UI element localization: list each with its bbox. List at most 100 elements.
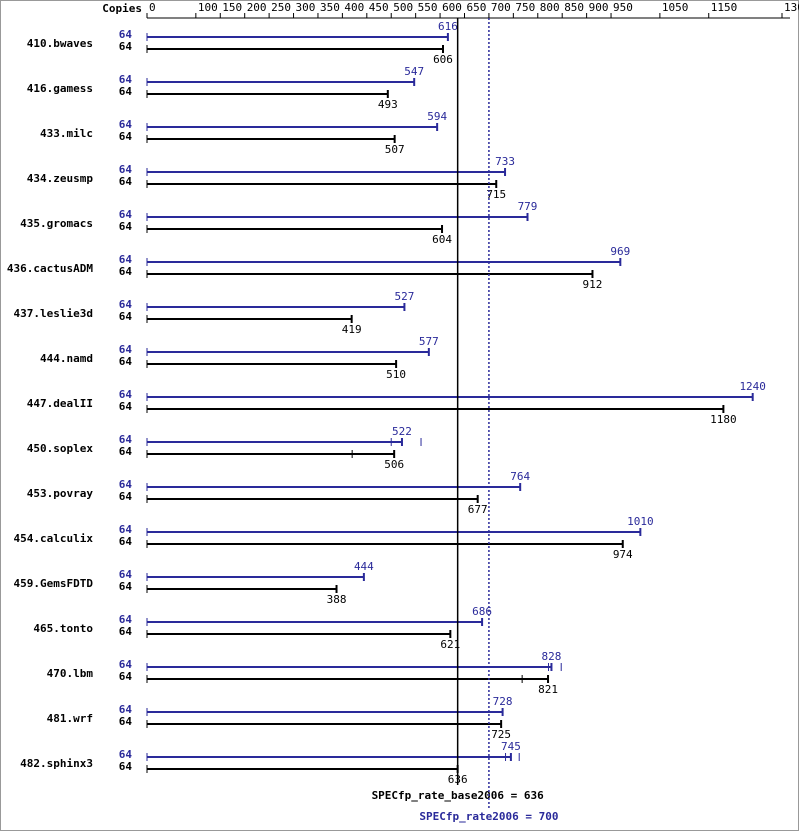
value-label: 547: [404, 65, 424, 78]
x-tick-label: 450: [369, 1, 389, 14]
copies-label: 64: [119, 40, 133, 53]
copies-label: 64: [119, 85, 133, 98]
value-label: 527: [394, 290, 414, 303]
value-label: 779: [518, 200, 538, 213]
copies-label: 64: [119, 400, 133, 413]
copies-label: 64: [119, 208, 133, 221]
copies-label: 64: [119, 445, 133, 458]
x-tick-label: 750: [515, 1, 535, 14]
copies-label: 64: [119, 523, 133, 536]
value-label: 507: [385, 143, 405, 156]
value-label: 969: [610, 245, 630, 258]
value-label: 725: [491, 728, 511, 741]
copies-label: 64: [119, 580, 133, 593]
copies-label: 64: [119, 535, 133, 548]
copies-label: 64: [119, 265, 133, 278]
x-tick-label: 850: [564, 1, 584, 14]
value-label: 577: [419, 335, 439, 348]
benchmark-label: 410.bwaves: [27, 37, 93, 50]
reference-label: SPECfp_rate2006 = 700: [419, 810, 558, 823]
benchmark-label: 450.soplex: [27, 442, 94, 455]
copies-label: 64: [119, 433, 133, 446]
copies-label: 64: [119, 163, 133, 176]
value-label: 728: [493, 695, 513, 708]
value-label: 606: [433, 53, 453, 66]
benchmark-label: 459.GemsFDTD: [14, 577, 94, 590]
copies-label: 64: [119, 670, 133, 683]
value-label: 510: [386, 368, 406, 381]
copies-label: 64: [119, 490, 133, 503]
x-tick-label: 1150: [711, 1, 738, 14]
benchmark-label: 444.namd: [40, 352, 93, 365]
x-tick-label: 350: [320, 1, 340, 14]
benchmark-label: 470.lbm: [47, 667, 94, 680]
value-label: 444: [354, 560, 374, 573]
copies-label: 64: [119, 760, 133, 773]
value-label: 733: [495, 155, 515, 168]
value-label: 974: [613, 548, 633, 561]
copies-label: 64: [119, 73, 133, 86]
copies-label: 64: [119, 310, 133, 323]
x-tick-label: 500: [393, 1, 413, 14]
benchmark-label: 416.gamess: [27, 82, 93, 95]
copies-label: 64: [119, 568, 133, 581]
value-label: 493: [378, 98, 398, 111]
copies-label: 64: [119, 130, 133, 143]
value-label: 1180: [710, 413, 737, 426]
benchmark-label: 447.dealII: [27, 397, 93, 410]
copies-label: 64: [119, 715, 133, 728]
benchmark-label: 435.gromacs: [20, 217, 93, 230]
copies-label: 64: [119, 388, 133, 401]
value-label: 828: [542, 650, 562, 663]
copies-label: 64: [119, 220, 133, 233]
value-label: 604: [432, 233, 452, 246]
x-tick-label: 550: [418, 1, 438, 14]
benchmark-label: 481.wrf: [47, 712, 93, 725]
copies-label: 64: [119, 28, 133, 41]
copies-label: 64: [119, 613, 133, 626]
value-label: 522: [392, 425, 412, 438]
benchmark-label: 465.tonto: [33, 622, 93, 635]
value-label: 1240: [739, 380, 766, 393]
value-label: 594: [427, 110, 447, 123]
x-tick-label: 1050: [662, 1, 689, 14]
benchmark-label: 454.calculix: [14, 532, 94, 545]
copies-label: 64: [119, 355, 133, 368]
copies-label: 64: [119, 118, 133, 131]
x-tick-label: 400: [344, 1, 364, 14]
x-tick-label: 650: [467, 1, 487, 14]
benchmark-label: 436.cactusADM: [7, 262, 93, 275]
copies-label: 64: [119, 703, 133, 716]
value-label: 616: [438, 20, 458, 33]
x-tick-label: 800: [540, 1, 560, 14]
copies-label: 64: [119, 478, 133, 491]
value-label: 388: [327, 593, 347, 606]
benchmark-label: 437.leslie3d: [14, 307, 93, 320]
value-label: 912: [583, 278, 603, 291]
copies-label: 64: [119, 175, 133, 188]
value-label: 677: [468, 503, 488, 516]
copies-label: 64: [119, 343, 133, 356]
value-label: 419: [342, 323, 362, 336]
x-tick-label: 100: [198, 1, 218, 14]
benchmark-label: 433.milc: [40, 127, 93, 140]
value-label: 821: [538, 683, 558, 696]
x-tick-label: 250: [271, 1, 291, 14]
x-tick-label: 600: [442, 1, 462, 14]
x-tick-label: 150: [222, 1, 242, 14]
benchmark-label: 482.sphinx3: [20, 757, 93, 770]
benchmark-label: 453.povray: [27, 487, 94, 500]
benchmark-label: 434.zeusmp: [27, 172, 94, 185]
x-tick-label: 0: [149, 1, 156, 14]
copies-label: 64: [119, 658, 133, 671]
copies-header: Copies: [102, 2, 142, 15]
x-tick-label: 700: [491, 1, 511, 14]
x-tick-label: 900: [589, 1, 609, 14]
x-tick-label: 950: [613, 1, 633, 14]
value-label: 686: [472, 605, 492, 618]
value-label: 621: [440, 638, 460, 651]
value-label: 715: [486, 188, 506, 201]
value-label: 764: [510, 470, 530, 483]
